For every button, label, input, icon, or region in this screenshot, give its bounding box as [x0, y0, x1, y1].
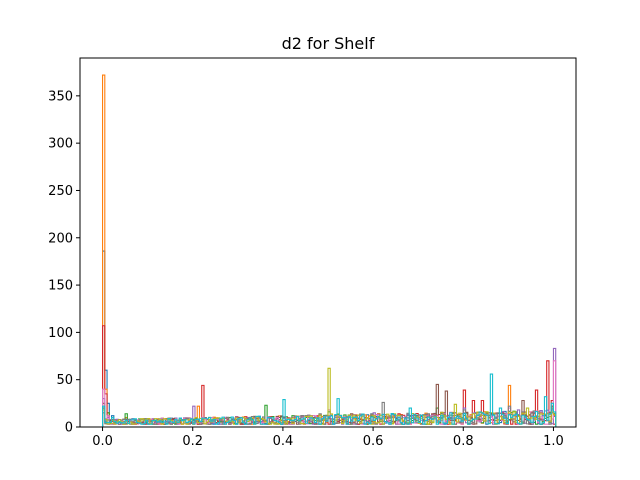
histogram-series-9 [102, 373, 557, 427]
x-tick-label: 0.4 [273, 434, 294, 449]
x-tick-label: 0.2 [182, 434, 203, 449]
axes-frame [79, 57, 577, 428]
x-axis: 0.0 0.2 0.4 0.6 0.8 1.0 [92, 427, 564, 449]
chart-title: d2 for Shelf [282, 34, 375, 53]
histogram-series [102, 74, 557, 427]
y-tick-label: 0 [65, 421, 73, 436]
y-tick-label: 150 [48, 279, 73, 294]
y-tick-label: 50 [56, 373, 73, 388]
y-tick-label: 100 [48, 326, 73, 341]
x-tick-label: 1.0 [543, 434, 564, 449]
y-axis: 0 50 100 150 200 250 300 350 [48, 89, 80, 436]
y-tick-label: 250 [48, 184, 73, 199]
y-tick-label: 300 [48, 137, 73, 152]
x-tick-label: 0.6 [363, 434, 384, 449]
x-tick-label: 0.8 [453, 434, 474, 449]
x-tick-label: 0.0 [92, 434, 113, 449]
y-tick-label: 200 [48, 231, 73, 246]
y-tick-label: 350 [48, 89, 73, 104]
